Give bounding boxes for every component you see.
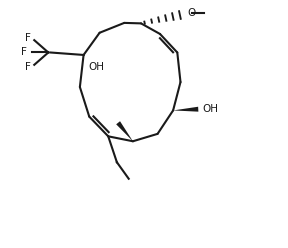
- Text: OH: OH: [88, 62, 105, 72]
- Text: F: F: [25, 33, 31, 43]
- Polygon shape: [173, 107, 198, 112]
- Text: F: F: [21, 47, 26, 58]
- Text: F: F: [25, 62, 31, 71]
- Polygon shape: [116, 121, 133, 141]
- Text: O: O: [187, 7, 195, 18]
- Text: OH: OH: [202, 104, 218, 114]
